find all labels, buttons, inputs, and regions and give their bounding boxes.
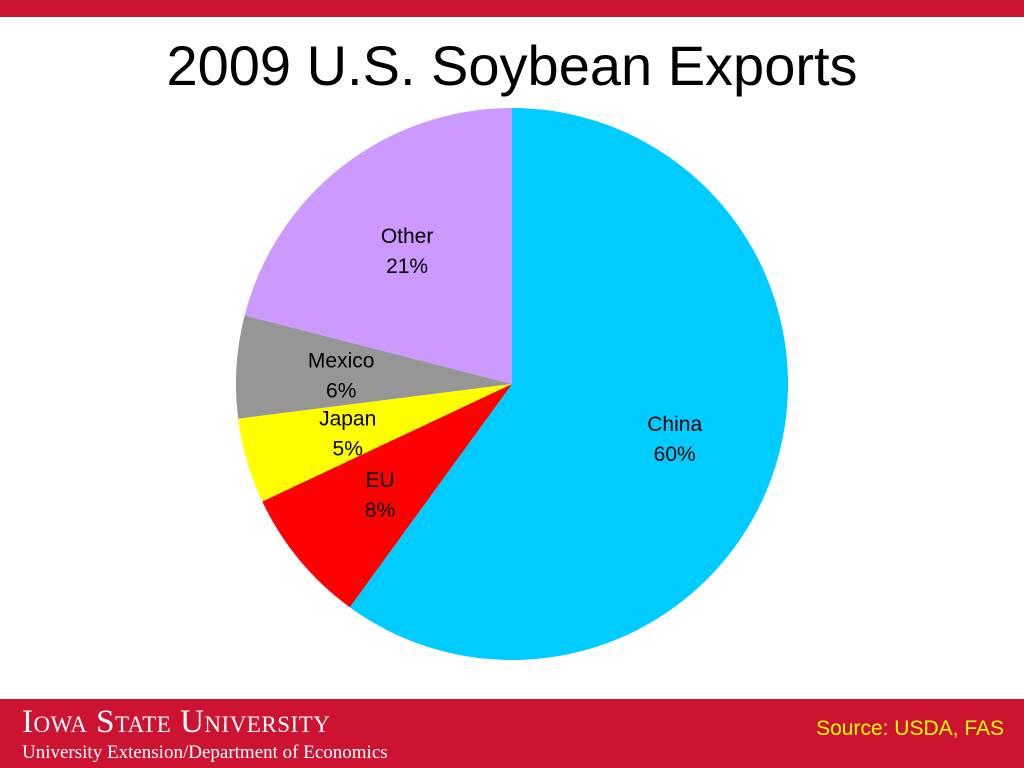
- slice-percent: 8%: [365, 499, 395, 522]
- pie-labels: China 60% EU 8% Japan 5% Mexico 6% Other 21%: [308, 225, 703, 522]
- slice-label-china: China 60%: [647, 413, 702, 466]
- slice-name: Other: [381, 225, 434, 248]
- slice-name: China: [647, 413, 702, 436]
- footer-bar: Iowa State University University Extensi…: [0, 699, 1024, 768]
- pie-slice-china: [349, 108, 788, 660]
- slice-name: EU: [366, 469, 395, 492]
- slice-label-eu: EU 8%: [365, 469, 395, 522]
- slice-label-mexico: Mexico 6%: [308, 349, 375, 402]
- pie-slice-eu: [262, 384, 512, 608]
- university-logo: Iowa State University: [22, 704, 331, 740]
- pie-slices: [236, 108, 788, 660]
- slice-percent: 21%: [386, 255, 428, 278]
- page-title: 2009 U.S. Soybean Exports: [166, 34, 858, 97]
- department-name: University Extension/Department of Econo…: [22, 742, 388, 763]
- top-accent-bar: [0, 0, 1024, 17]
- slice-label-other: Other 21%: [381, 225, 434, 278]
- source-note: Source: USDA, FAS: [816, 717, 1004, 740]
- pie-slice-japan: [238, 384, 512, 502]
- slice-percent: 5%: [333, 438, 363, 461]
- slice-percent: 6%: [326, 379, 356, 402]
- pie-slice-mexico: [236, 315, 512, 419]
- slice-percent: 60%: [654, 443, 696, 466]
- slice-name: Japan: [319, 408, 376, 431]
- slice-name: Mexico: [308, 349, 375, 372]
- pie-slice-other: [244, 108, 513, 384]
- slice-label-japan: Japan 5%: [319, 408, 376, 461]
